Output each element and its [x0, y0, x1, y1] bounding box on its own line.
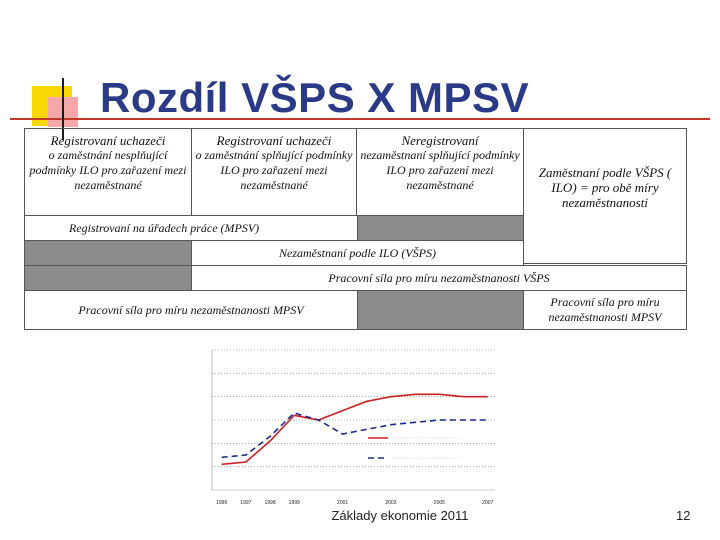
row-workforce-mpsv-gray [357, 290, 524, 330]
row-workforce-vsps: Pracovní síla pro míru nezaměstnanosti V… [191, 265, 687, 291]
chart-series-line-2 [221, 412, 488, 459]
chart-series-line-1 [221, 393, 488, 466]
chart-x-tick-label: 1999 [289, 500, 300, 506]
unemployment-rate-chart: 1996 1997 1998 1999 2001 2003 2005 2007 [211, 349, 495, 506]
row-unemployed-ilo: Nezaměstnaní podle ILO (VŠPS) [191, 240, 524, 266]
chart-x-tick-label: 2003 [385, 500, 396, 506]
cell-unregistered-ilo-head: Neregistrovaní [401, 133, 479, 148]
row-ilo-gray [24, 240, 192, 266]
row-workforce-vsps-gray [24, 265, 192, 291]
decor-vertical-line [62, 78, 64, 140]
cell-registered-non-ilo-body: o zaměstnání nesplňující podmínky ILO pr… [29, 148, 187, 192]
decor-horizontal-line [10, 118, 710, 120]
chart-x-tick-label: 1998 [264, 500, 275, 506]
chart-x-tick-label: 1996 [216, 500, 227, 506]
cell-registered-ilo-head: Registrovaní uchazeči [216, 133, 332, 148]
chart-x-tick-label: 2001 [337, 500, 348, 506]
row-workforce-mpsv-right: Pracovní síla pro míru nezaměstnanosti M… [523, 290, 687, 330]
row-registered-mpsv: Registrovaní na úřadech práce (MPSV) [24, 215, 358, 241]
page-number: 12 [676, 508, 691, 523]
cell-registered-ilo: Registrovaní uchazeči o zaměstnání splňu… [191, 128, 357, 216]
row-workforce-mpsv: Pracovní síla pro míru nezaměstnanosti M… [24, 290, 358, 330]
slide-title: Rozdíl VŠPS X MPSV [100, 74, 530, 121]
cell-unregistered-ilo: Neregistrovaní nezaměstnaní splňující po… [356, 128, 524, 216]
cell-unregistered-ilo-body: nezaměstnaní splňující podmínky ILO pro … [360, 148, 520, 192]
chart-x-tick-label: 2007 [482, 500, 493, 506]
cell-registered-non-ilo-head: Registrovaní uchazeči [50, 133, 166, 148]
cell-registered-non-ilo: Registrovaní uchazeči o zaměstnání nespl… [24, 128, 192, 216]
row-registered-gray [357, 215, 524, 241]
chart-x-tick-label: 2005 [434, 500, 445, 506]
chart-x-tick-label: 1997 [240, 500, 251, 506]
cell-employed-vsps: Zaměstnaní podle VŠPS ( ILO) = pro obě m… [523, 128, 687, 264]
cell-registered-ilo-body: o zaměstnání splňující podmínky ILO pro … [195, 148, 353, 192]
slide-footer: Základy ekonomie 2011 [320, 508, 480, 523]
